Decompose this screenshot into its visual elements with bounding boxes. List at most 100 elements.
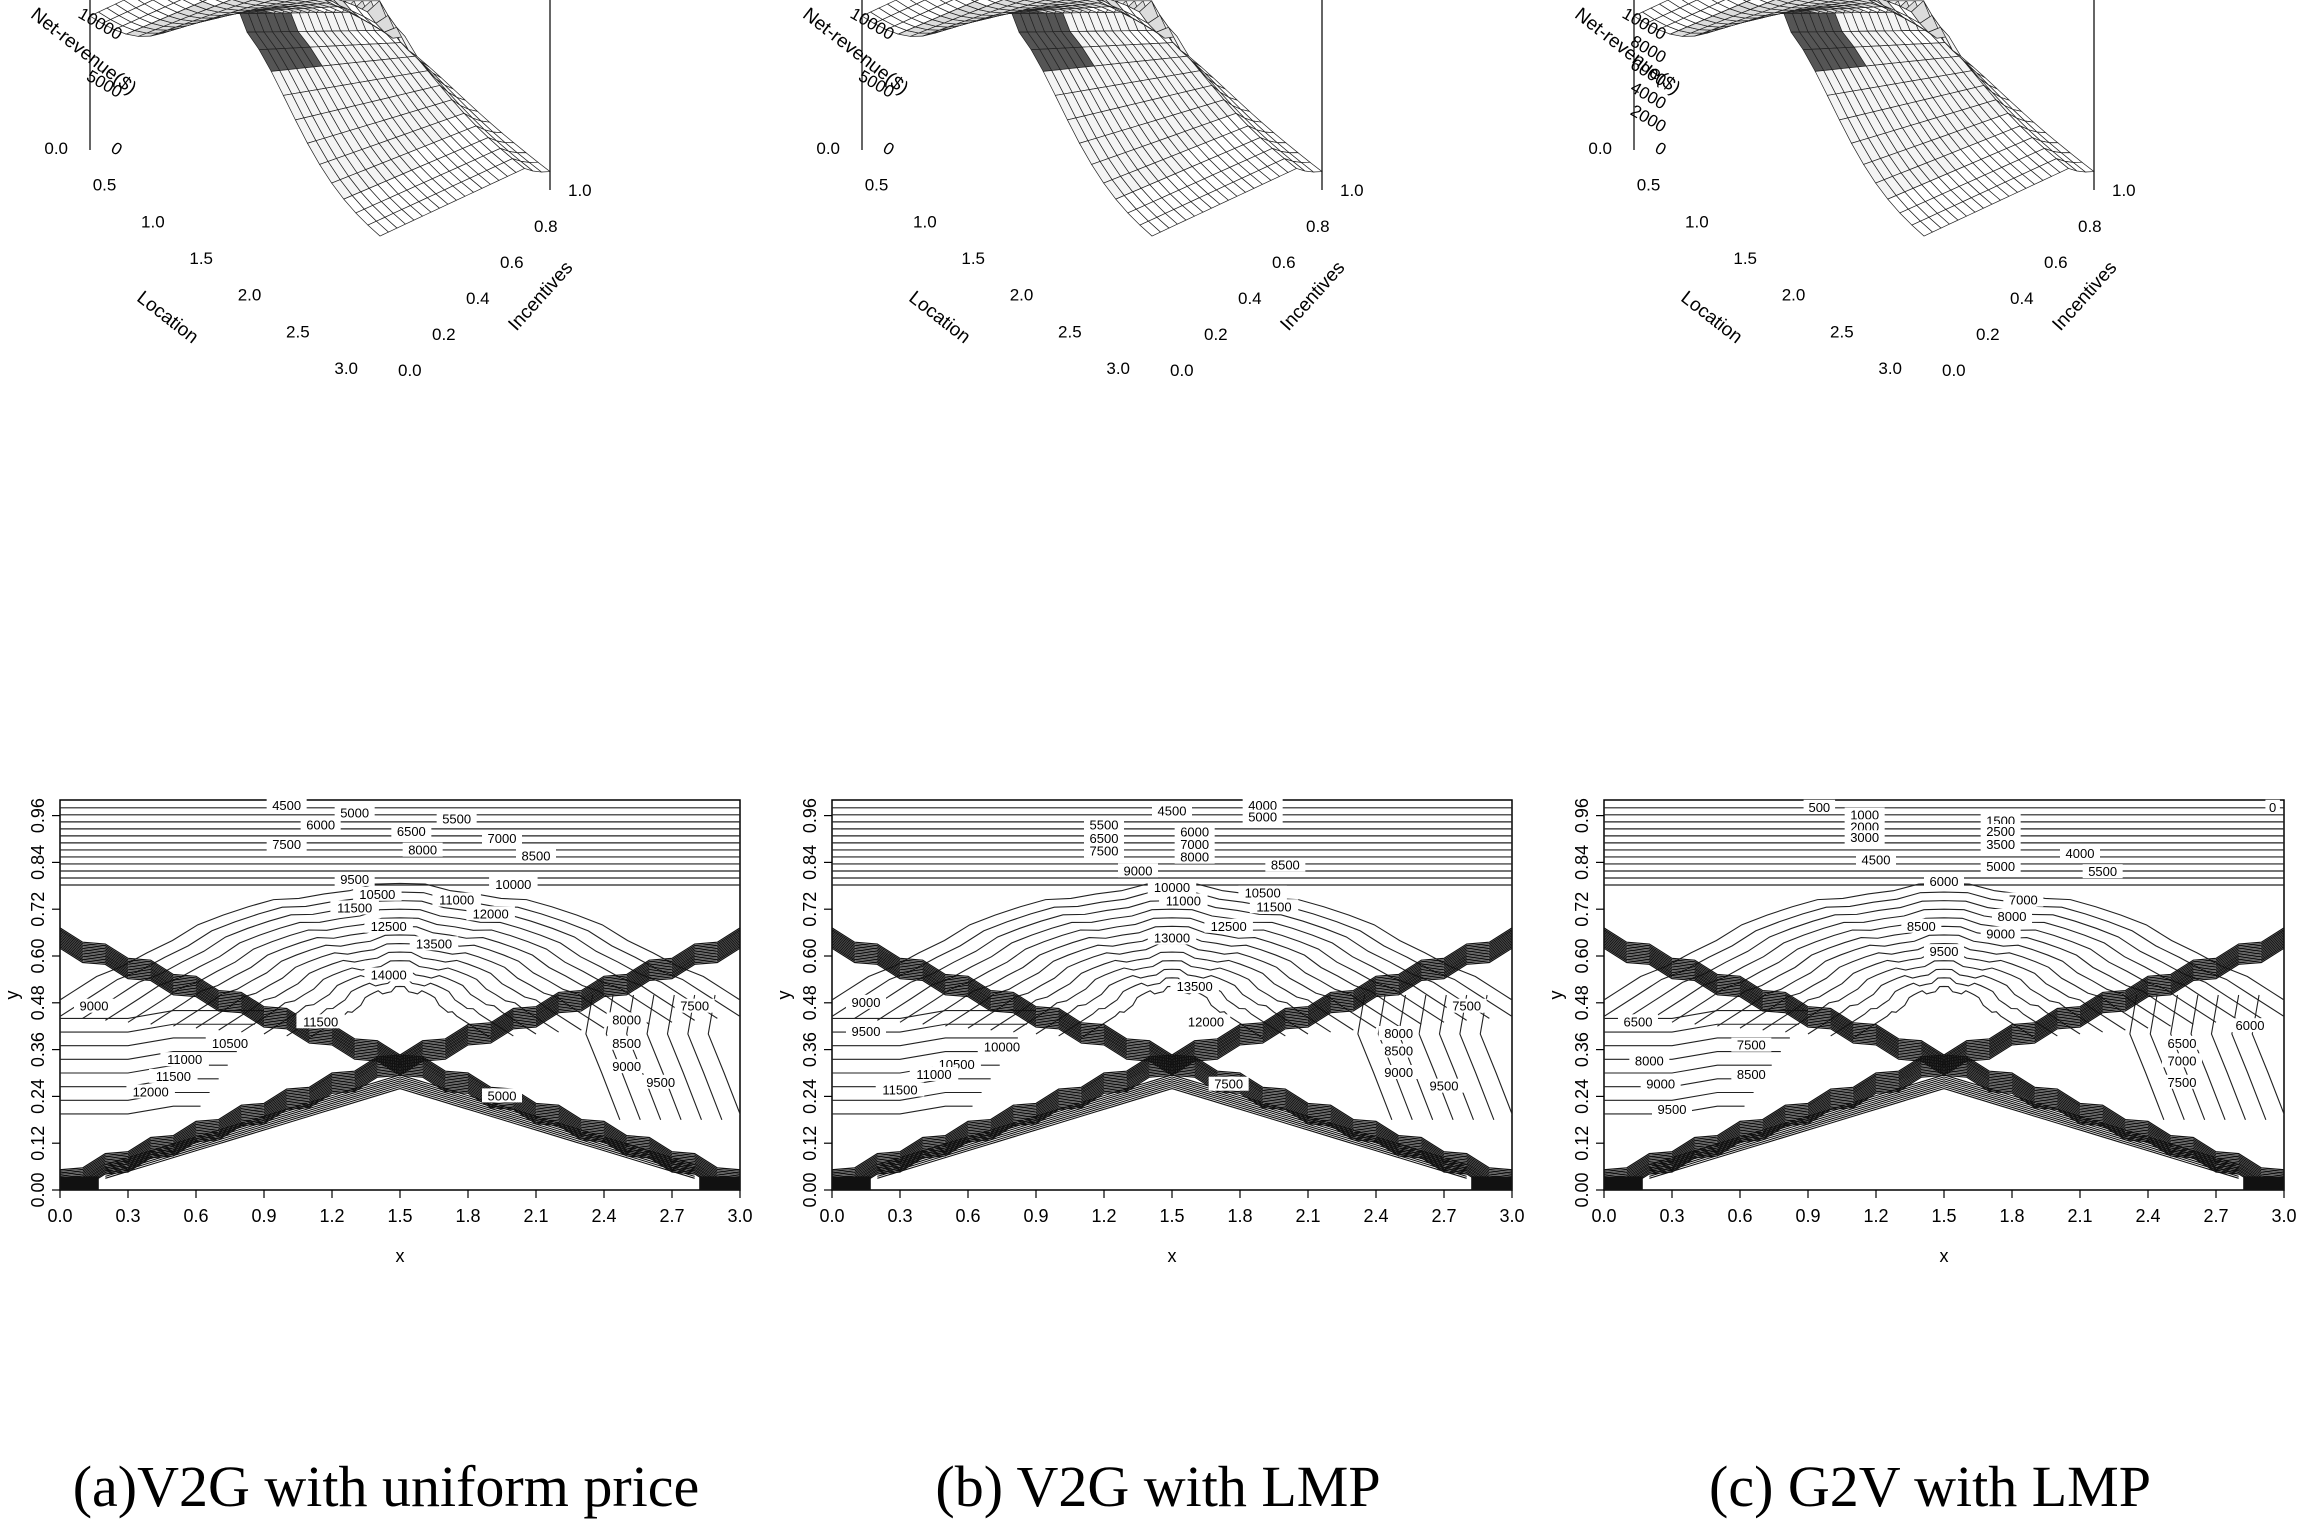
contour-label-bg (1856, 852, 1896, 867)
contour-label-bg (74, 998, 114, 1013)
z-tick-label: 0 (1652, 138, 1670, 159)
contour-label: 5000 (1248, 810, 1277, 825)
contour-label-bg (1265, 857, 1306, 872)
location-tick-label: 2.0 (238, 286, 262, 305)
contour-label: 5000 (1986, 859, 2015, 874)
y-tick-label: 0.24 (800, 1079, 820, 1114)
location-tick-label: 1.0 (913, 212, 937, 231)
contour-label-bg (1147, 930, 1197, 945)
ridge-line (105, 1084, 695, 1175)
contour-line (105, 908, 695, 1021)
contour-line (1479, 994, 1512, 1116)
contour-label: 5500 (2088, 864, 2117, 879)
ridge-line (832, 930, 1512, 1174)
y-tick-label: 0.12 (28, 1126, 48, 1161)
ridge-line (60, 928, 740, 1172)
y-tick-label: 0.00 (800, 1172, 820, 1207)
ridge-line (877, 1074, 1467, 1166)
location-tick-label: 1.5 (1733, 249, 1757, 268)
contour-label-bg (640, 1074, 681, 1089)
contour-label-bg (205, 1035, 255, 1050)
contour-label-bg (1378, 1065, 1419, 1079)
ridge-line (105, 1076, 695, 1168)
contour-line (2231, 994, 2267, 1120)
contour-label-bg (1731, 1037, 1772, 1052)
contour-label-bg (2003, 892, 2044, 907)
contour-label-bg (1204, 918, 1253, 933)
x-tick-label: 3.0 (2271, 1206, 2296, 1226)
contour-label: 6000 (1930, 874, 1959, 889)
ridge-line (60, 938, 740, 1182)
contour-label-bg (266, 797, 307, 812)
location-tick-label: 1.5 (961, 249, 985, 268)
contour-label-bg (1618, 1014, 1658, 1029)
contour-label-bg (1208, 1076, 1249, 1091)
ridge-line (1649, 1088, 2239, 1179)
contour-line (1671, 917, 2217, 1023)
x-tick-label: 0.3 (115, 1206, 140, 1226)
contour-label: 7500 (1214, 1077, 1243, 1092)
x-axis-label: x (396, 1246, 405, 1266)
contour-label: 7500 (272, 837, 301, 852)
contour-line (2210, 994, 2246, 1120)
contour-label-bg (846, 1024, 886, 1039)
contour-line (1717, 934, 2171, 1027)
y-tick-label: 0.48 (800, 985, 820, 1020)
y-tick-label: 0.84 (28, 845, 48, 880)
contour-line (990, 951, 1354, 1031)
y-tick-label: 0.12 (800, 1126, 820, 1161)
contour-label: 6500 (2168, 1036, 2197, 1051)
contour-label-bg (330, 900, 379, 915)
ridge-line (832, 936, 1512, 1180)
y-tick-label: 0.84 (1572, 845, 1592, 880)
incentive-tick-label: 0.6 (2044, 253, 2068, 272)
contour-label-bg (1242, 809, 1283, 824)
x-tick-label: 0.6 (183, 1206, 208, 1226)
location-tick-label: 3.0 (334, 359, 358, 378)
incentive-tick-label: 1.0 (2112, 181, 2136, 200)
caption-c: (c) G2V with LMP (1709, 1454, 2151, 1519)
contour-label-bg (482, 831, 522, 845)
x-tick-label: 0.9 (251, 1206, 276, 1226)
contour-label-bg (1731, 1066, 1772, 1081)
y-tick-label: 0.36 (800, 1032, 820, 1067)
incentive-tick-label: 0.8 (1306, 217, 1330, 236)
surface-facet (2072, 161, 2095, 173)
contour-line (585, 994, 621, 1120)
contour-line (922, 925, 1422, 1025)
ridge-line (60, 936, 740, 1180)
contour-label: 10500 (1245, 886, 1281, 901)
contour-label: 8000 (1180, 850, 1209, 865)
contour-label-bg (2162, 1074, 2202, 1089)
contour-label-bg (149, 1068, 198, 1083)
ridge-line (832, 927, 1512, 1171)
contour-label: 4500 (1158, 804, 1187, 819)
y-tick-label: 0.36 (28, 1032, 48, 1067)
contour-line (1418, 994, 1454, 1120)
contour-label-bg (364, 967, 413, 982)
contour-line (2149, 994, 2185, 1120)
x-tick-label: 2.1 (523, 1206, 548, 1226)
contour-line (1604, 1105, 1745, 1115)
ridge-line (1604, 938, 2284, 1182)
y-tick-label: 0.60 (1572, 938, 1592, 973)
contour-label-bg (126, 1084, 175, 1099)
contour-line (1459, 994, 1495, 1120)
contour-label-bg (364, 918, 413, 933)
contour-line (1604, 891, 2284, 1017)
contour-label-bg (516, 848, 556, 863)
ridge-line (1604, 936, 2284, 1180)
contour-line (309, 985, 491, 1039)
contour-line (1604, 1064, 1772, 1074)
y-tick-label: 0.36 (1572, 1032, 1592, 1067)
contour-label: 11500 (1256, 899, 1291, 914)
contour-lines (832, 807, 1512, 1190)
contour-label: 8000 (1384, 1026, 1413, 1041)
ridge-line (832, 938, 1512, 1182)
contour-label-bg (353, 886, 402, 901)
contour-label: 8500 (522, 849, 551, 864)
surface-plot-a: 0.00.51.01.52.02.53.0 0.00.20.40.60.81.01… (27, 0, 592, 380)
contour-line (1058, 977, 1286, 1037)
contour-label-bg (1084, 817, 1124, 832)
contour-line (707, 994, 740, 1116)
